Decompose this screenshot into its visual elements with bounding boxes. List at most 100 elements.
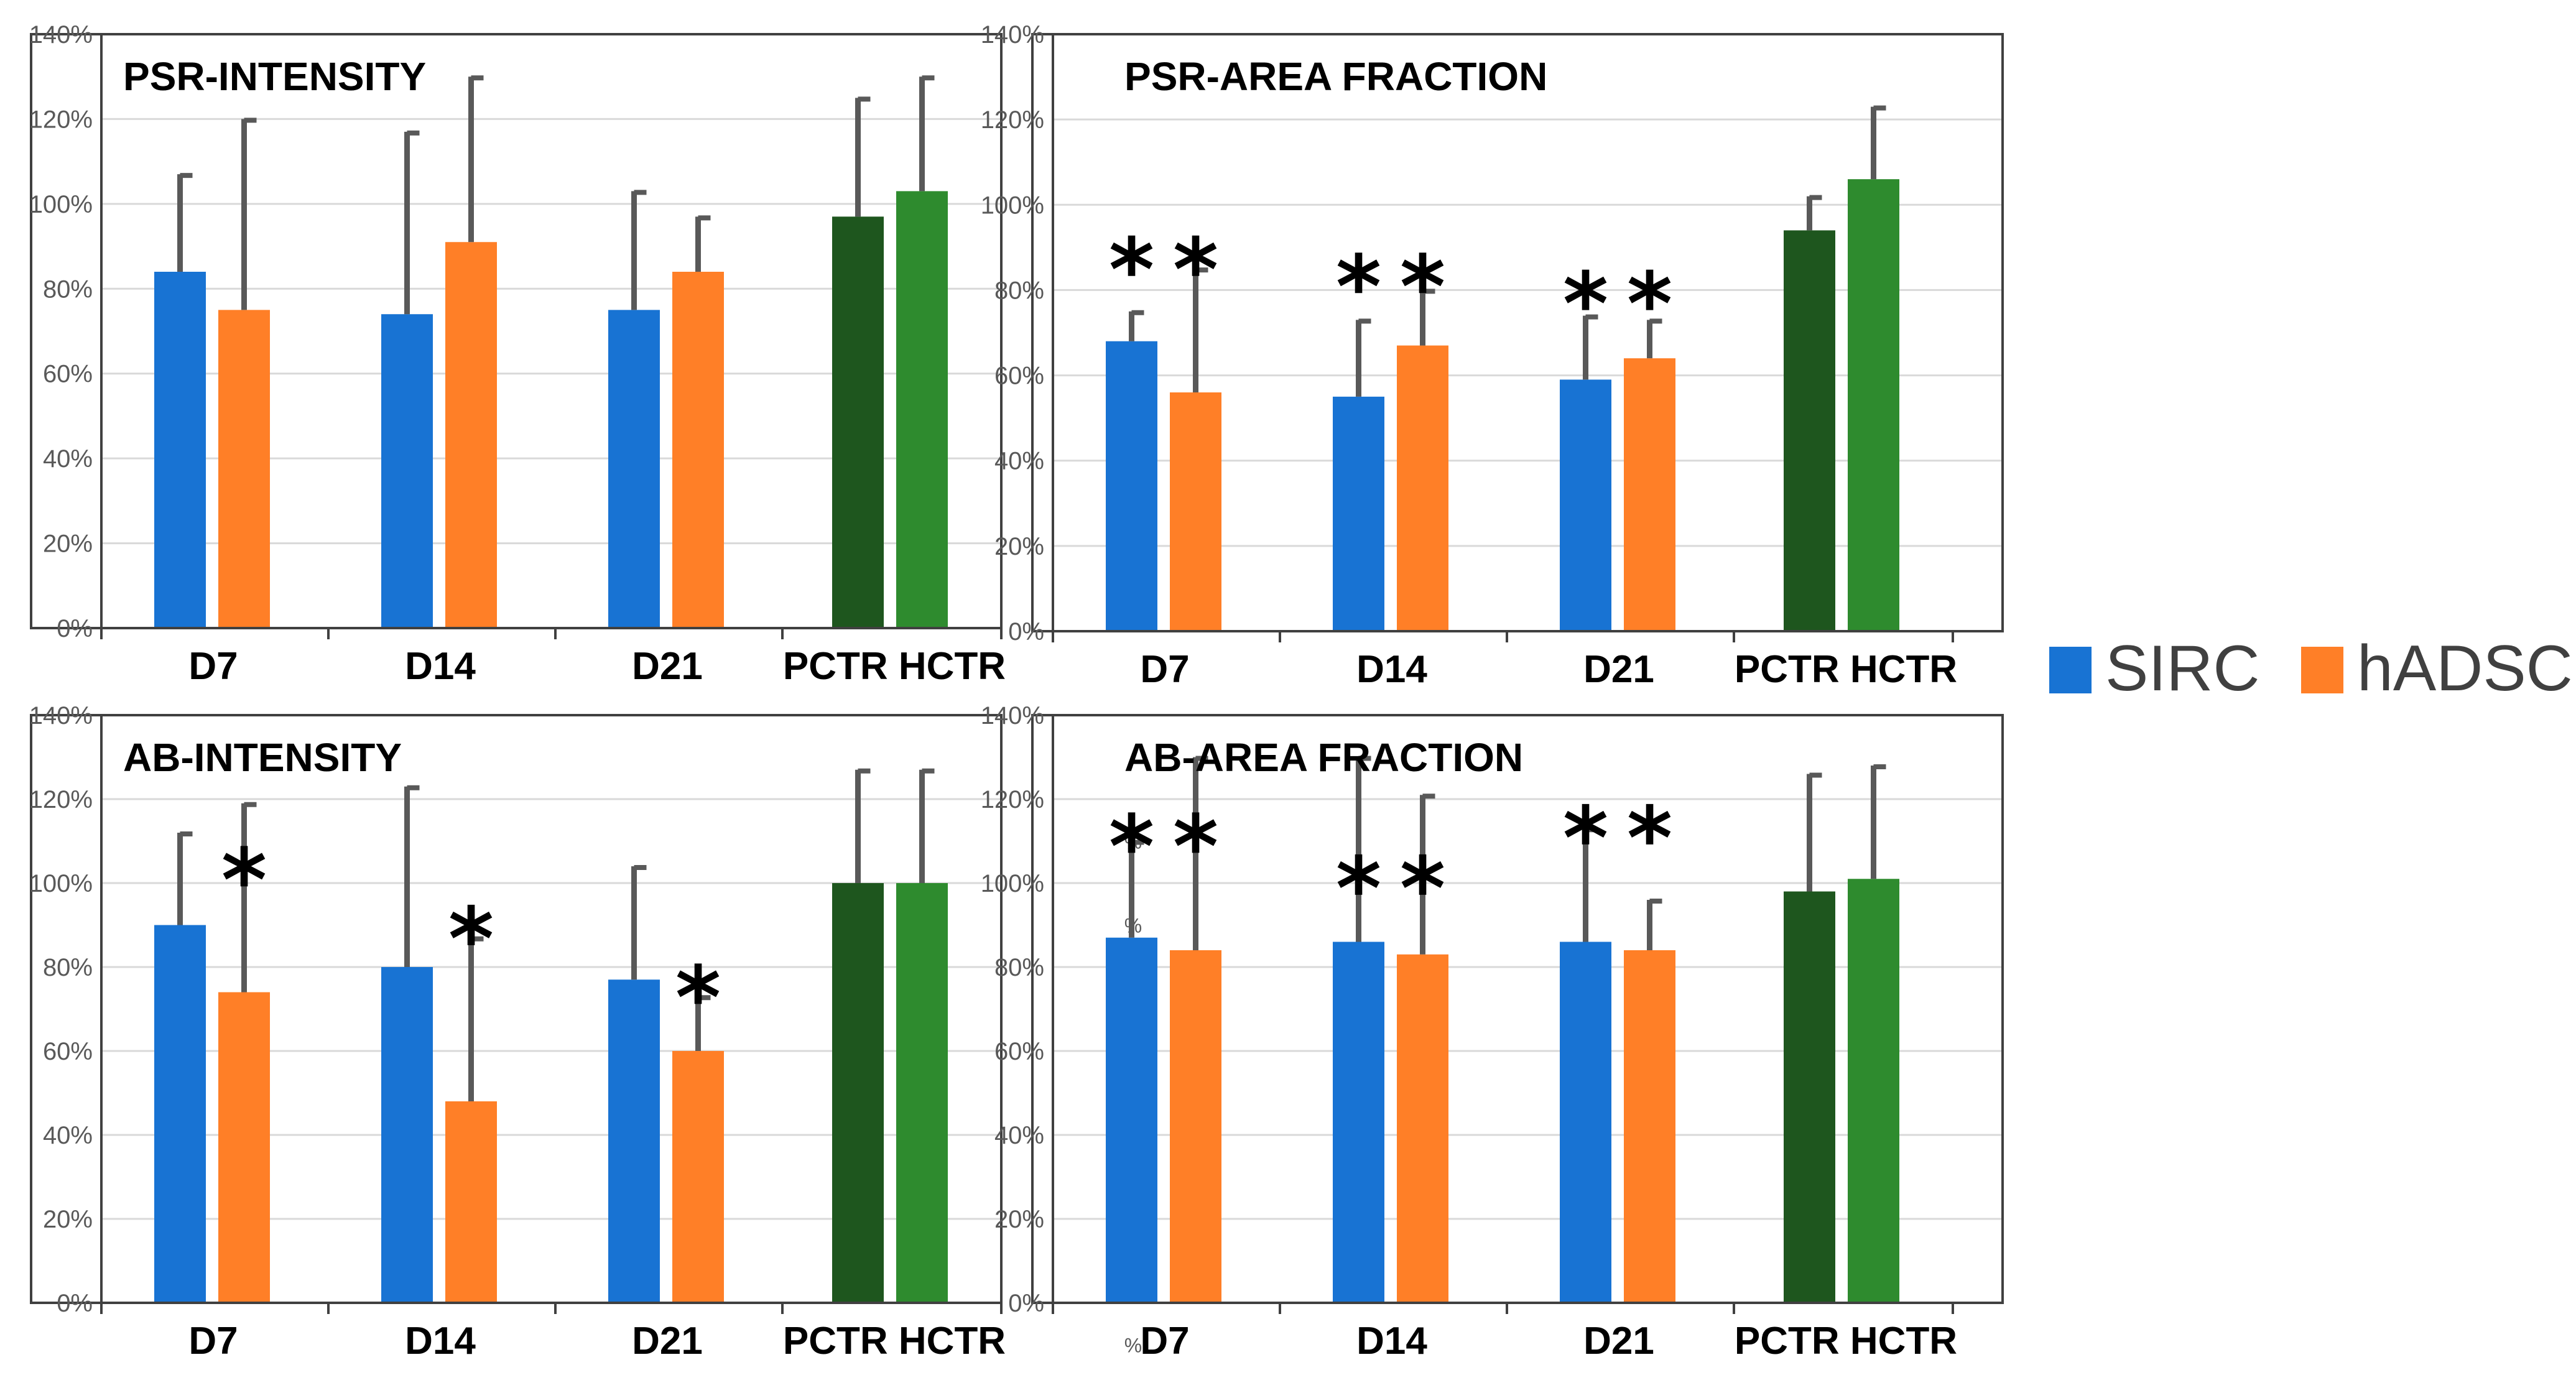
y-tick-label: 0% [57,1290,93,1317]
y-tick-label: 60% [994,1038,1044,1065]
significance-star: * [221,830,267,932]
chart-panel: 0%20%40%60%80%100%120%140%%%%%%%%D7D14D2… [981,702,2004,1363]
category-label: D14 [405,1320,476,1363]
bar-hadsc [1624,950,1675,1303]
category-label: PCTR HCTR [783,1320,1006,1363]
significance-star: * [448,889,494,991]
category-label: D7 [188,1320,238,1363]
significance-star: * [1336,237,1381,338]
y-tick-label: 140% [29,702,93,729]
legend: SIRC hADSC [2049,632,2573,705]
y-tick-label: 120% [981,106,1044,134]
significance-star: * [1173,797,1218,898]
category-label: D7 [1140,1320,1189,1363]
legend-label: SIRC [2105,632,2259,705]
y-tick-label: 120% [29,786,93,813]
significance-star: * [1400,237,1445,338]
y-tick-label: 140% [981,21,1044,49]
y-tick-label: 20% [994,1206,1044,1233]
bar-pctr [832,883,884,1303]
significance-star: * [1627,789,1672,890]
chart-title: AB-AREA FRACTION [1124,735,1523,780]
category-label: D7 [1140,648,1189,691]
y-tick-label: 0% [1008,1290,1044,1317]
significance-star: * [1627,254,1672,356]
y-tick-label: 120% [981,786,1044,813]
bar-hadsc [445,1101,497,1303]
bar-pctr [832,216,884,629]
significance-star: * [675,948,721,1049]
y-tick-label: 20% [43,530,93,558]
bar-sirc [1560,379,1611,631]
bar-sirc [381,967,433,1303]
bar-hctr [1848,179,1899,632]
category-label: PCTR HCTR [1735,1320,1957,1363]
y-tick-label: 140% [981,702,1044,729]
category-label: D7 [188,645,238,688]
category-label: PCTR HCTR [1735,648,1957,691]
bar-sirc [1333,396,1384,631]
y-tick-label: 0% [57,615,93,642]
bar-sirc [1106,937,1157,1303]
category-label: D14 [405,645,476,688]
bar-hadsc [1170,950,1221,1303]
bar-pctr [1784,230,1835,631]
y-tick-label: 60% [994,363,1044,390]
category-label: D14 [1356,1320,1427,1363]
y-tick-label: 80% [994,954,1044,981]
bar-sirc [608,310,660,628]
y-tick-label: 100% [981,870,1044,897]
y-tick-label: 60% [43,1038,93,1065]
y-tick-label: 100% [29,191,93,218]
bar-sirc [154,925,206,1303]
category-label: D21 [632,1320,703,1363]
y-tick-label: 40% [43,1122,93,1149]
bar-sirc [1106,341,1157,631]
y-tick-label: 40% [994,448,1044,475]
y-tick-label: 100% [29,870,93,897]
legend-swatch-sirc [2049,647,2092,693]
percent-mark: % [1124,1335,1142,1357]
chart-panel: 0% 20% 40% 60% 80% 100% 120% 140% D7 D14 D21 PCTR H… [29,702,1006,1363]
y-tick-label: 60% [43,361,93,388]
chart-title: AB-INTENSITY [123,735,402,780]
y-tick-label: 80% [43,275,93,303]
bar-hctr [896,883,948,1303]
bar-hadsc [672,272,724,628]
bar-hadsc [445,242,497,628]
bar-hadsc [218,310,270,628]
bar-sirc [608,979,660,1303]
y-tick-label: 40% [43,445,93,473]
bar-hctr [896,191,948,629]
bar-hctr [1848,879,1899,1303]
category-label: D14 [1356,648,1427,691]
bar-sirc [1560,942,1611,1303]
y-tick-label: 40% [994,1122,1044,1149]
legend-swatch-hadsc [2301,647,2343,693]
bar-sirc [1333,942,1384,1303]
significance-star: * [1400,839,1445,940]
bar-sirc [381,314,433,628]
y-tick-label: 120% [29,106,93,133]
bar-hadsc [1397,345,1448,631]
chart-panel: 0% 20% 40% 60% 80% 100% 120% 140% D7 D14 D21 PCTR H… [981,21,2004,691]
bar-sirc [154,272,206,628]
y-tick-label: 100% [981,192,1044,219]
chart-title: PSR-AREA FRACTION [1124,54,1547,99]
chart-panels: 0% 20% 40% 60% 80% 100% 120% 140% D7 D14 D21 PCTR H… [29,21,2004,1363]
category-label: D21 [1583,1320,1654,1363]
bar-hadsc [1624,358,1675,631]
y-tick-label: 20% [994,533,1044,560]
significance-star: * [1109,220,1154,322]
significance-star: * [1109,797,1154,898]
category-label: PCTR HCTR [783,645,1006,688]
legend-label: hADSC [2357,632,2573,705]
bar-hadsc [218,992,270,1303]
significance-star: * [1563,254,1608,356]
significance-star: * [1563,789,1608,890]
bar-pctr [1784,891,1835,1303]
y-tick-label: 80% [43,954,93,981]
bar-hadsc [672,1051,724,1303]
y-tick-label: 140% [29,21,93,49]
